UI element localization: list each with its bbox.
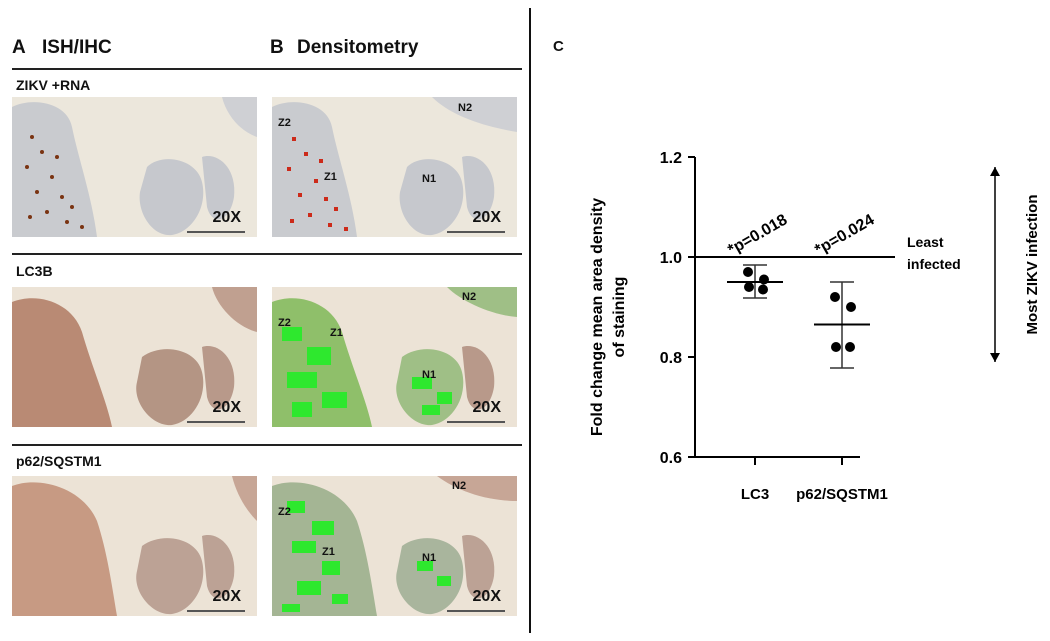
densitometry-p62: Z2 Z1 N1 N2 20X xyxy=(272,476,517,616)
row-divider-1 xyxy=(12,68,522,70)
data-point xyxy=(831,342,841,352)
panel-b-letter: B xyxy=(270,37,284,58)
magnification-label: 20X xyxy=(212,588,241,605)
x-tick-label: LC3 xyxy=(741,486,769,503)
micrograph-ihc-lc3b: 20X xyxy=(12,287,257,427)
y-tick-label: 1.2 xyxy=(660,150,682,167)
arrow-head-up-icon xyxy=(990,167,1000,176)
region-n2: N2 xyxy=(452,480,467,492)
region-z2: Z2 xyxy=(278,117,291,129)
region-n2: N2 xyxy=(458,102,473,114)
region-z2: Z2 xyxy=(278,317,291,329)
reference-line-label-1: Least xyxy=(907,234,944,250)
panel-a-title: ISH/IHC xyxy=(42,37,112,58)
region-z2: Z2 xyxy=(278,506,291,518)
region-n1: N1 xyxy=(422,173,437,185)
region-z1: Z1 xyxy=(324,171,337,183)
significance-annotation: *p=0.018 xyxy=(725,211,790,258)
y-tick-label: 1.0 xyxy=(660,250,682,267)
scale-bar xyxy=(447,231,505,233)
region-n2: N2 xyxy=(462,291,477,303)
data-point xyxy=(743,267,753,277)
panel-c-letter: C xyxy=(553,38,564,55)
magnification-label: 20X xyxy=(472,588,501,605)
row-divider-2 xyxy=(12,253,522,255)
side-arrow-label: Most ZIKV infection xyxy=(1024,195,1041,335)
scale-bar xyxy=(447,421,505,423)
y-tick-label: 0.6 xyxy=(660,450,682,467)
panel-b-title: Densitometry xyxy=(297,37,419,58)
scale-bar xyxy=(447,610,505,612)
arrow-head-down-icon xyxy=(990,353,1000,362)
data-point xyxy=(830,292,840,302)
row-label-zikv: ZIKV +RNA xyxy=(16,77,91,93)
region-n1: N1 xyxy=(422,552,437,564)
x-tick-label: p62/SQSTM1 xyxy=(796,486,888,503)
y-axis-label: Fold change mean area density of staining xyxy=(589,198,628,436)
magnification-label: 20X xyxy=(472,209,501,226)
panel-a-letter: A xyxy=(12,37,26,58)
y-tick-label: 0.8 xyxy=(660,350,682,367)
scatter-chart: 0.6 0.8 1.0 1.2 LC3 p62/SQSTM1 *p=0.018 *p=0.… xyxy=(589,150,1041,503)
scale-bar xyxy=(187,610,245,612)
data-point xyxy=(846,302,856,312)
data-point xyxy=(845,342,855,352)
micrograph-ihc-p62: 20X xyxy=(12,476,257,616)
region-z1: Z1 xyxy=(330,327,343,339)
region-n1: N1 xyxy=(422,369,437,381)
data-point xyxy=(758,284,768,295)
row-label-lc3b: LC3B xyxy=(16,263,53,279)
significance-annotation: *p=0.024 xyxy=(812,211,877,258)
data-point xyxy=(744,282,754,292)
data-point xyxy=(759,274,769,285)
densitometry-zikv: Z2 Z1 N1 N2 20X xyxy=(272,97,517,237)
reference-line-label-2: infected xyxy=(907,256,961,272)
magnification-label: 20X xyxy=(212,399,241,416)
vertical-divider xyxy=(529,8,531,633)
row-divider-3 xyxy=(12,444,522,446)
scale-bar xyxy=(187,421,245,423)
magnification-label: 20X xyxy=(472,399,501,416)
row-label-p62: p62/SQSTM1 xyxy=(16,453,102,469)
region-z1: Z1 xyxy=(322,546,335,558)
micrograph-ish-zikv: 20X xyxy=(12,97,257,237)
densitometry-lc3b: Z2 Z1 N1 N2 20X xyxy=(272,287,517,427)
scale-bar xyxy=(187,231,245,233)
magnification-label: 20X xyxy=(212,209,241,226)
